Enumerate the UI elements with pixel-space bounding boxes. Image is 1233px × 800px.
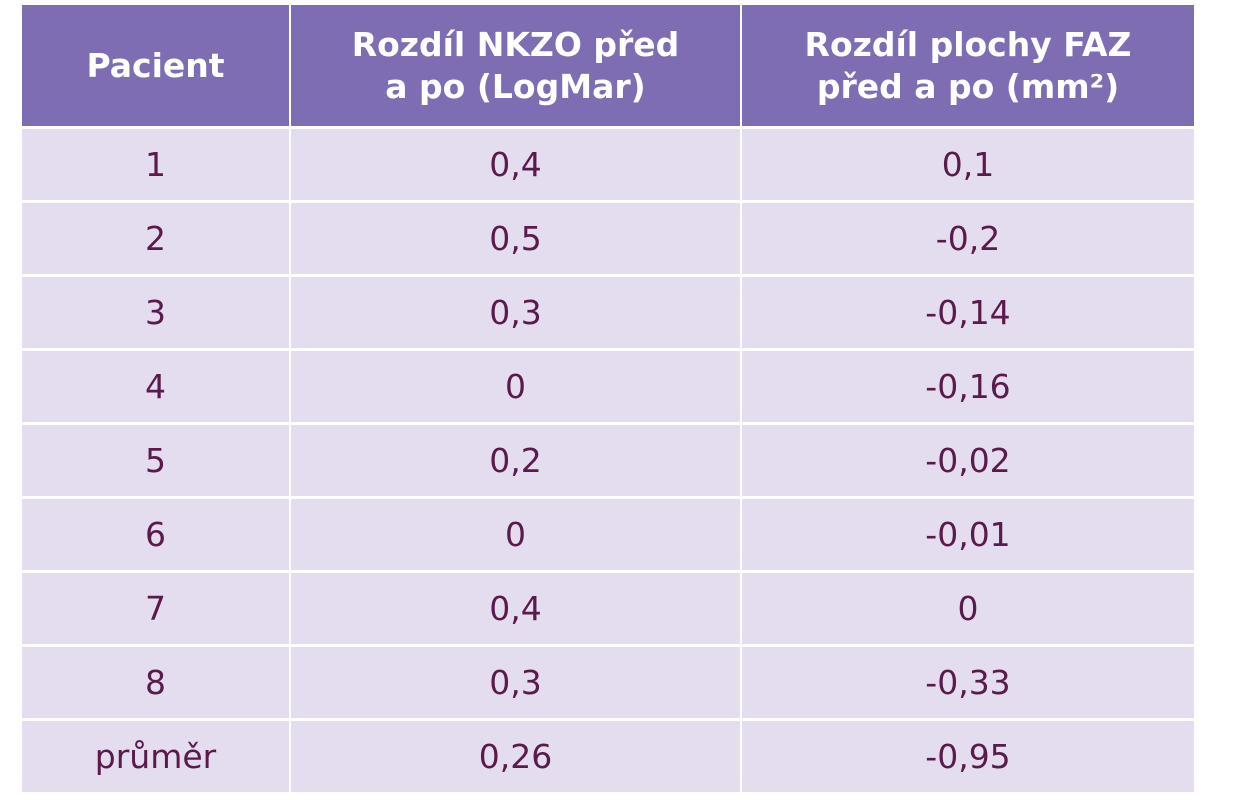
table-row: 3 0,3 -0,14	[22, 274, 1194, 350]
cell-pacient: 6	[22, 496, 291, 572]
header-nkzo-line2: a po (LogMar)	[385, 66, 646, 106]
cell-faz: -0,02	[741, 422, 1194, 498]
table-row: 1 0,4 0,1	[22, 126, 1194, 202]
cell-faz: -0,95	[741, 718, 1194, 792]
cell-nkzo: 0,3	[290, 274, 742, 350]
header-nkzo-line1: Rozdíl NKZO před	[351, 24, 680, 64]
cell-nkzo: 0,2	[290, 422, 742, 498]
cell-faz: 0	[741, 570, 1194, 646]
cell-faz: 0,1	[741, 126, 1194, 202]
cell-pacient: 5	[22, 422, 291, 498]
cell-nkzo: 0,26	[290, 718, 742, 792]
cell-nkzo: 0	[290, 496, 742, 572]
header-nkzo-difference: Rozdíl NKZO před a po (LogMar)	[290, 5, 742, 128]
header-row: Pacient Rozdíl NKZO před a po (LogMar) R…	[22, 5, 1194, 128]
cell-faz: -0,01	[741, 496, 1194, 572]
cell-pacient: 7	[22, 570, 291, 646]
results-table: Pacient Rozdíl NKZO před a po (LogMar) R…	[22, 5, 1194, 792]
cell-pacient: 3	[22, 274, 291, 350]
cell-nkzo: 0,4	[290, 126, 742, 202]
cell-pacient: 4	[22, 348, 291, 424]
header-faz-line2: před a po (mm²)	[816, 66, 1120, 106]
cell-nkzo: 0,5	[290, 200, 742, 276]
cell-faz: -0,2	[741, 200, 1194, 276]
header-faz-line1: Rozdíl plochy FAZ	[804, 24, 1132, 64]
header-faz-difference: Rozdíl plochy FAZ před a po (mm²)	[741, 5, 1194, 128]
cell-nkzo: 0	[290, 348, 742, 424]
table-row: 4 0 -0,16	[22, 348, 1194, 424]
cell-faz: -0,14	[741, 274, 1194, 350]
table-row: 8 0,3 -0,33	[22, 644, 1194, 720]
table-row: 5 0,2 -0,02	[22, 422, 1194, 498]
cell-faz: -0,33	[741, 644, 1194, 720]
table-row: 6 0 -0,01	[22, 496, 1194, 572]
cell-pacient: 8	[22, 644, 291, 720]
cell-pacient: průměr	[22, 718, 291, 792]
data-table-container: Pacient Rozdíl NKZO před a po (LogMar) R…	[22, 5, 1194, 792]
cell-nkzo: 0,3	[290, 644, 742, 720]
table-row: 7 0,4 0	[22, 570, 1194, 646]
cell-nkzo: 0,4	[290, 570, 742, 646]
header-pacient-line1: Pacient	[86, 45, 225, 85]
cell-pacient: 1	[22, 126, 291, 202]
table-row-average: průměr 0,26 -0,95	[22, 718, 1194, 792]
header-pacient: Pacient	[22, 5, 291, 128]
table-row: 2 0,5 -0,2	[22, 200, 1194, 276]
cell-pacient: 2	[22, 200, 291, 276]
cell-faz: -0,16	[741, 348, 1194, 424]
